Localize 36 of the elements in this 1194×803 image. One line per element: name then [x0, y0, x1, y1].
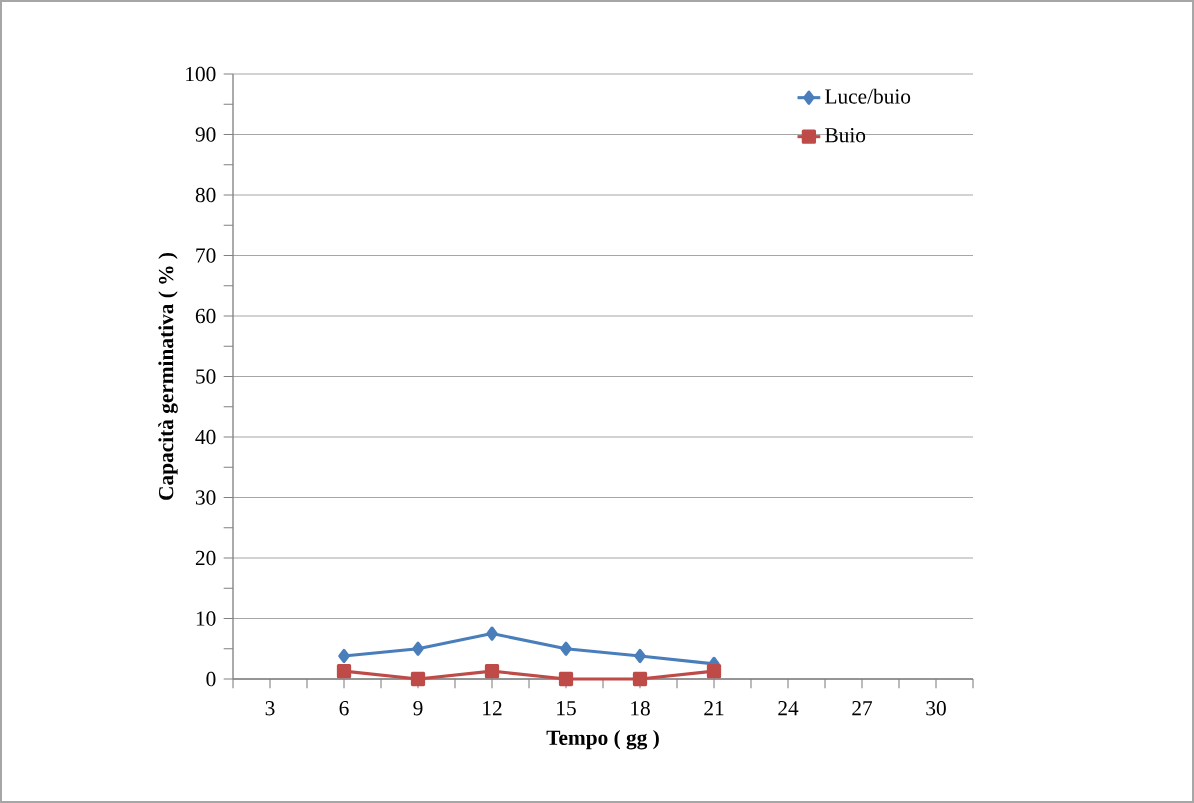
y-tick-label: 90 — [195, 127, 216, 142]
x-tick-label: 21 — [704, 701, 724, 716]
legend-label: Luce/buio — [825, 88, 911, 104]
y-tick-label: 60 — [195, 308, 216, 324]
point — [558, 671, 574, 687]
y-tick-label: 20 — [195, 550, 216, 566]
y-tick-label: 80 — [195, 187, 216, 203]
legend-label: Buio — [825, 128, 866, 143]
x-tick-label: 12 — [483, 701, 502, 716]
y-axis-title: Capacità germinativa ( % ) — [158, 253, 178, 500]
y-tick-label: 50 — [196, 369, 216, 384]
x-axis-title: Tempo ( gg ) — [546, 729, 659, 750]
x-tick-label: 24 — [778, 701, 799, 716]
y-tick-label: 0 — [206, 671, 216, 687]
x-tick-label: 18 — [631, 701, 650, 716]
x-tick-label: 15 — [557, 701, 576, 716]
point — [336, 663, 352, 679]
x-tick-label: 3 — [265, 701, 275, 716]
x-tick-label: 30 — [926, 701, 946, 716]
x-tick-label: 9 — [413, 701, 423, 716]
y-tick-label: 40 — [195, 429, 216, 445]
point — [634, 648, 646, 664]
y-tick-label: 100 — [186, 66, 216, 82]
x-tick-label: 27 — [852, 701, 873, 716]
y-tick-label: 30 — [195, 490, 216, 505]
point — [706, 663, 722, 679]
point — [486, 626, 498, 641]
x-tick-label: 6 — [339, 701, 349, 716]
point — [560, 641, 572, 656]
y-tick-label: 70 — [196, 248, 216, 263]
point — [338, 648, 350, 664]
point — [484, 663, 500, 679]
point — [412, 641, 424, 656]
point — [410, 671, 426, 687]
y-tick-label: 10 — [196, 611, 216, 626]
point — [632, 671, 648, 687]
